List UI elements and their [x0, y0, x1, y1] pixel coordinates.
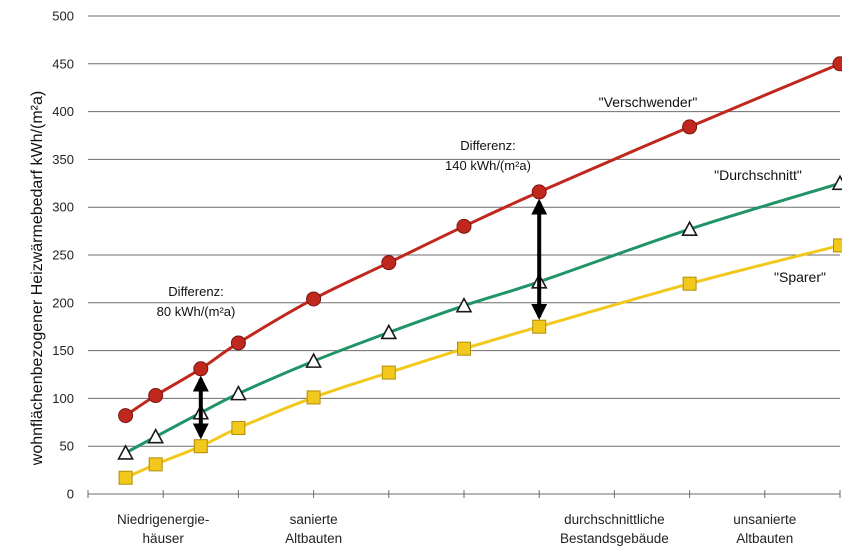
data-point-circle [118, 408, 134, 424]
data-point-square [682, 276, 697, 291]
series-label: "Durchschnitt" [714, 167, 802, 183]
data-point-square [193, 439, 208, 454]
data-point-circle [148, 388, 164, 404]
data-point-square [457, 341, 471, 356]
y-tick-label: 0 [67, 487, 74, 502]
data-point-circle [193, 361, 209, 377]
x-category-label: sanierte Altbauten [285, 512, 342, 546]
x-axis-categories: Niedrigenergie-häuser sanierte Altbauten du… [117, 512, 796, 546]
data-point-circle [230, 335, 246, 351]
y-tick-label: 100 [52, 391, 74, 406]
data-point-triangle [117, 444, 134, 460]
y-tick-label: 500 [52, 9, 74, 24]
data-point-square [381, 365, 396, 380]
data-point-square [306, 390, 321, 405]
data-point-square [231, 421, 246, 436]
series-line [124, 243, 841, 480]
series-layer: "Verschwender" "Durchschnitt" "Sparer" [117, 56, 842, 485]
annotations-layer: Differenz: 80 kWh/(m²a) Differenz: 140 kWh/… [157, 138, 548, 440]
data-point-square [148, 457, 163, 472]
y-axis-label: wohnflächenbezogener Heizwärmebedarf kWh… [29, 91, 46, 466]
x-category-label: durchschnittliche Bestandsgebäude [560, 512, 669, 546]
data-point-square [532, 319, 547, 334]
y-tick-label: 250 [52, 248, 74, 263]
data-point-triangle [831, 174, 842, 191]
data-point-circle [456, 218, 472, 234]
annotation-label: Differenz: [168, 284, 223, 299]
series-line [124, 62, 841, 417]
data-point-circle [832, 56, 842, 72]
data-point-circle [381, 255, 397, 271]
data-point-circle [306, 291, 322, 307]
data-point-circle [531, 184, 547, 200]
data-point-triangle [305, 352, 322, 368]
data-point-triangle [681, 220, 698, 236]
data-point-triangle [230, 384, 247, 401]
y-tick-label: 350 [52, 152, 74, 167]
series-label: "Verschwender" [599, 94, 698, 110]
y-tick-label: 450 [52, 56, 74, 71]
y-tick-label: 400 [52, 104, 74, 119]
y-tick-label: 150 [52, 343, 74, 358]
data-point-triangle [380, 323, 398, 340]
y-tick-label: 300 [52, 200, 74, 215]
annotation-value: 140 kWh/(m²a) [445, 158, 531, 173]
data-point-square [118, 470, 133, 485]
data-point-circle [682, 119, 698, 135]
x-category-label: unsanierte Altbauten [733, 512, 796, 546]
data-point-square [833, 238, 842, 253]
annotation-label: Differenz: [460, 138, 515, 153]
data-point-triangle [455, 296, 473, 313]
y-axis-ticks: 0 50 100 150 200 250 300 350 400 450 500 [52, 9, 74, 502]
y-tick-label: 200 [52, 295, 74, 310]
annotation-value: 80 kWh/(m²a) [157, 304, 236, 319]
series-label: "Sparer" [774, 269, 826, 285]
data-point-triangle [147, 427, 165, 444]
x-category-label: Niedrigenergie-häuser [117, 512, 209, 546]
y-tick-label: 50 [60, 439, 74, 454]
